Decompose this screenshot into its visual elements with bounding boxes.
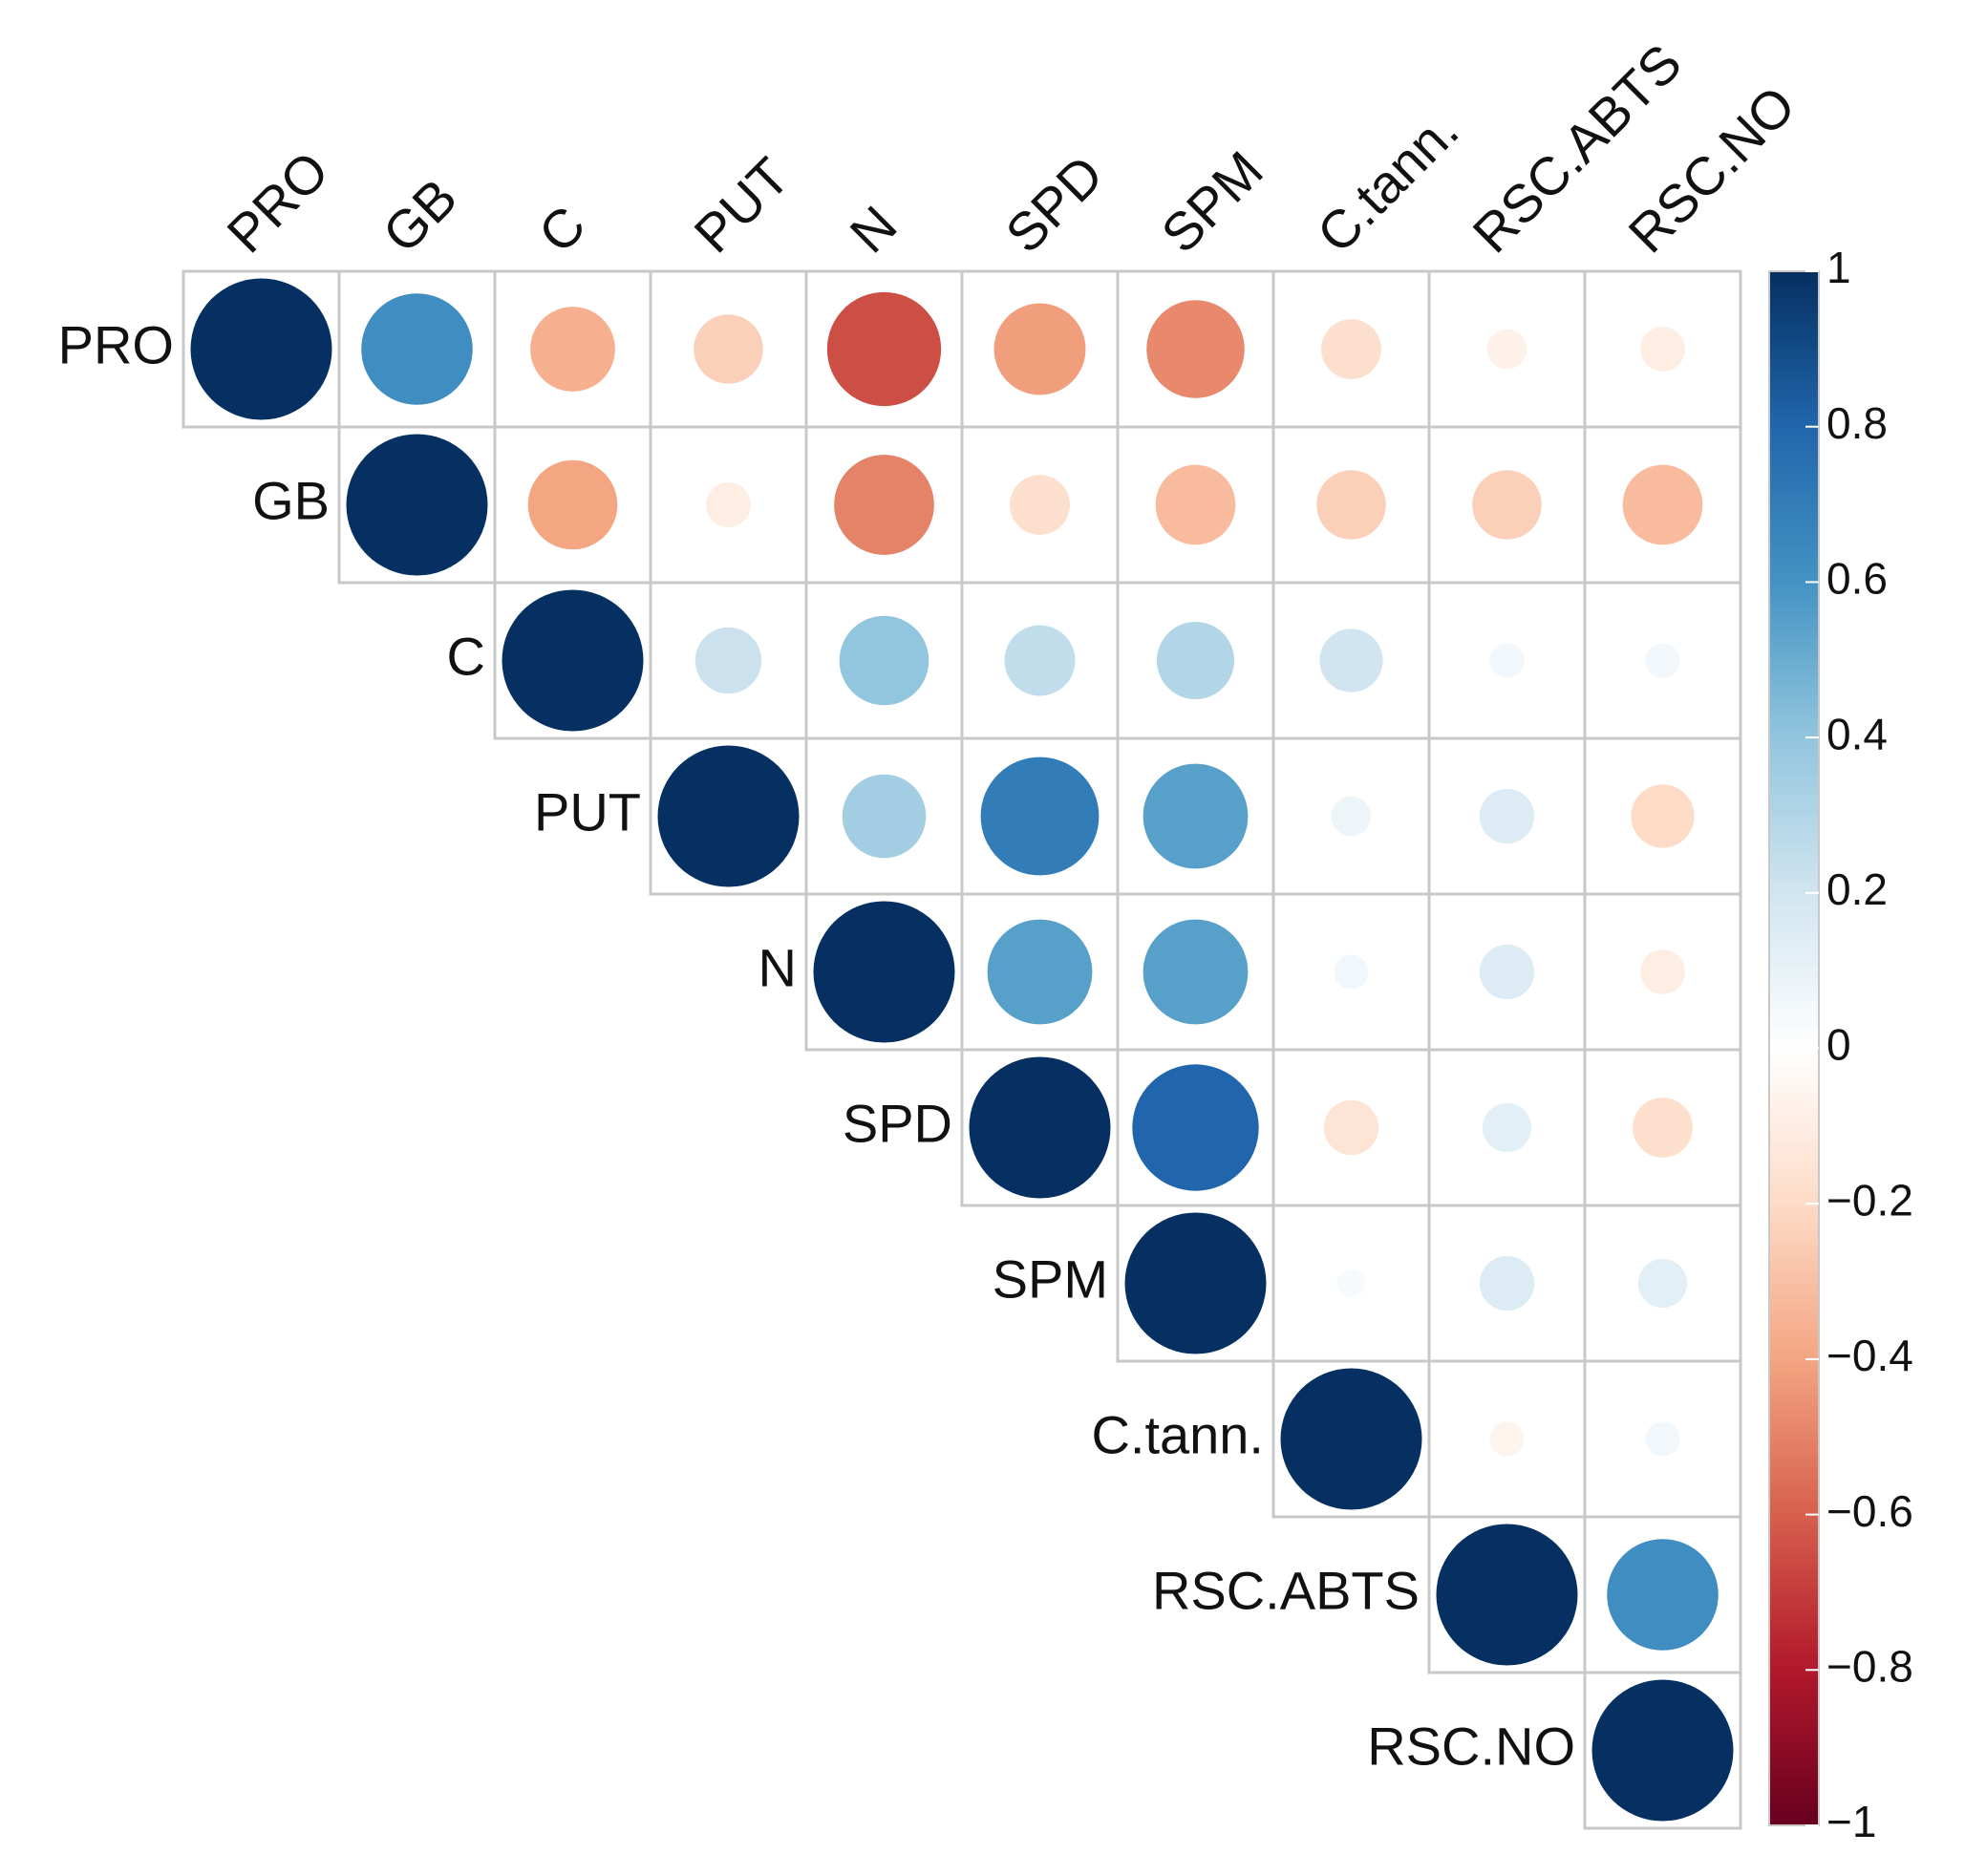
correlation-circles [190,278,1734,1822]
corr-circle-GB-PUT [706,482,751,527]
corr-circle-SPM-RSC.ABTS [1479,1255,1535,1311]
corr-circle-PRO-C [530,307,615,392]
corr-circle-C.tann.-RSC.NO [1645,1421,1680,1457]
column-label: GB [371,167,468,265]
colorbar-tick-label: −0.6 [1826,1486,1913,1536]
grid [182,269,1742,1830]
row-label: SPD [843,1093,952,1153]
row-label: PRO [58,314,174,374]
corr-circle-PUT-N [842,774,927,859]
corr-circle-PRO-PRO [190,278,332,420]
corr-circle-N-RSC.ABTS [1479,944,1535,1000]
corr-circle-N-C.tann. [1334,954,1369,990]
corr-circle-PUT-C.tann. [1331,796,1372,837]
grid-cell [1583,1671,1742,1830]
row-label: N [758,937,797,997]
corr-circle-C-SPD [1004,625,1076,696]
column-label: N [838,194,908,264]
corr-circle-C-SPM [1156,621,1235,700]
corr-circle-PRO-SPM [1146,300,1245,398]
corr-circle-SPD-SPD [969,1056,1111,1199]
corr-circle-SPM-RSC.NO [1637,1258,1688,1309]
corr-circle-RSC.ABTS-RSC.NO [1607,1539,1719,1651]
corr-circle-GB-SPD [1010,475,1070,535]
corr-circle-SPD-C.tann. [1323,1099,1379,1156]
corr-circle-GB-C.tann. [1316,470,1386,540]
corr-circle-SPD-RSC.NO [1633,1098,1693,1158]
corr-circle-SPD-SPM [1132,1064,1259,1191]
column-label: SPM [1149,139,1273,264]
corr-circle-SPM-SPM [1124,1212,1267,1354]
corr-circle-N-N [813,901,955,1043]
row-label: C [447,626,485,686]
colorbar-tick-label: 0.4 [1826,709,1888,758]
colorbar-tick-label: 0.6 [1826,554,1888,604]
corr-circle-PRO-C.tann. [1321,319,1381,379]
colorbar-tick-label: −0.8 [1826,1641,1913,1691]
colorbar-tick-label: 0 [1826,1020,1851,1070]
corr-circle-GB-RSC.NO [1622,464,1703,545]
column-label: SPD [993,144,1114,265]
corr-circle-C-C [502,589,644,732]
corr-circle-PRO-SPD [993,303,1086,395]
corr-circle-N-SPM [1143,919,1249,1025]
corr-circle-GB-C [527,459,618,550]
corr-circle-N-SPD [987,919,1093,1025]
colorbar-tick-label: −1 [1826,1797,1876,1846]
corr-circle-PRO-RSC.ABTS [1486,329,1527,370]
corr-circle-GB-SPM [1155,464,1236,545]
corr-circle-C-PUT [694,627,762,694]
row-label: C.tann. [1091,1404,1264,1464]
colorbar-tick-label: −0.2 [1826,1175,1913,1225]
corr-circle-C.tann.-RSC.ABTS [1489,1421,1525,1457]
colorbar-tick-label: −0.4 [1826,1331,1913,1380]
corr-circle-GB-GB [346,434,488,576]
colorbar-tick-label: 1 [1826,243,1851,292]
colorbar-tick-label: 0.8 [1826,398,1888,448]
corr-circle-C-RSC.NO [1645,643,1680,678]
corr-circle-RSC.ABTS-RSC.ABTS [1436,1524,1578,1666]
corr-circle-RSC.NO-RSC.NO [1591,1679,1734,1822]
colorbar-tick-label: 0.2 [1826,864,1888,914]
column-label: C [526,194,596,264]
corr-circle-SPD-RSC.ABTS [1482,1102,1532,1153]
corr-circle-C.tann.-C.tann. [1280,1368,1422,1510]
corr-circle-PUT-SPM [1143,763,1249,869]
corr-circle-PUT-RSC.NO [1631,784,1695,848]
column-label: PRO [215,139,339,264]
row-label: RSC.NO [1367,1716,1575,1776]
corr-circle-PRO-N [826,291,942,407]
corr-circle-PRO-PUT [694,314,763,384]
corr-circle-PUT-SPD [980,757,1100,876]
corr-circle-C-N [839,615,929,706]
column-label: PUT [682,146,801,265]
row-label: SPM [993,1248,1108,1309]
column-label: C.tann. [1305,99,1469,264]
corr-circle-C-C.tann. [1319,629,1383,693]
corr-circle-PRO-RSC.NO [1640,327,1685,372]
corr-circle-C-RSC.ABTS [1489,643,1525,678]
row-labels: PRO GB C PUT N SPD SPM C.tann. RSC.ABTS RSC.NO [58,314,1575,1776]
corr-circle-PUT-RSC.ABTS [1479,788,1535,844]
row-label: RSC.ABTS [1152,1560,1420,1620]
row-label: GB [252,470,330,530]
corr-circle-PRO-GB [361,293,473,405]
colorbar: 1 0.8 0.6 0.4 0.2 0 −0.2 −0.4 −0.6 −0.8 −1 [1768,243,1913,1846]
corr-circle-PUT-PUT [657,745,800,887]
corr-circle-SPM-C.tann. [1336,1268,1366,1298]
corr-circle-N-RSC.NO [1640,949,1685,994]
row-label: PUT [534,781,641,842]
corr-circle-GB-N [834,455,934,555]
corr-circle-GB-RSC.ABTS [1472,470,1542,540]
